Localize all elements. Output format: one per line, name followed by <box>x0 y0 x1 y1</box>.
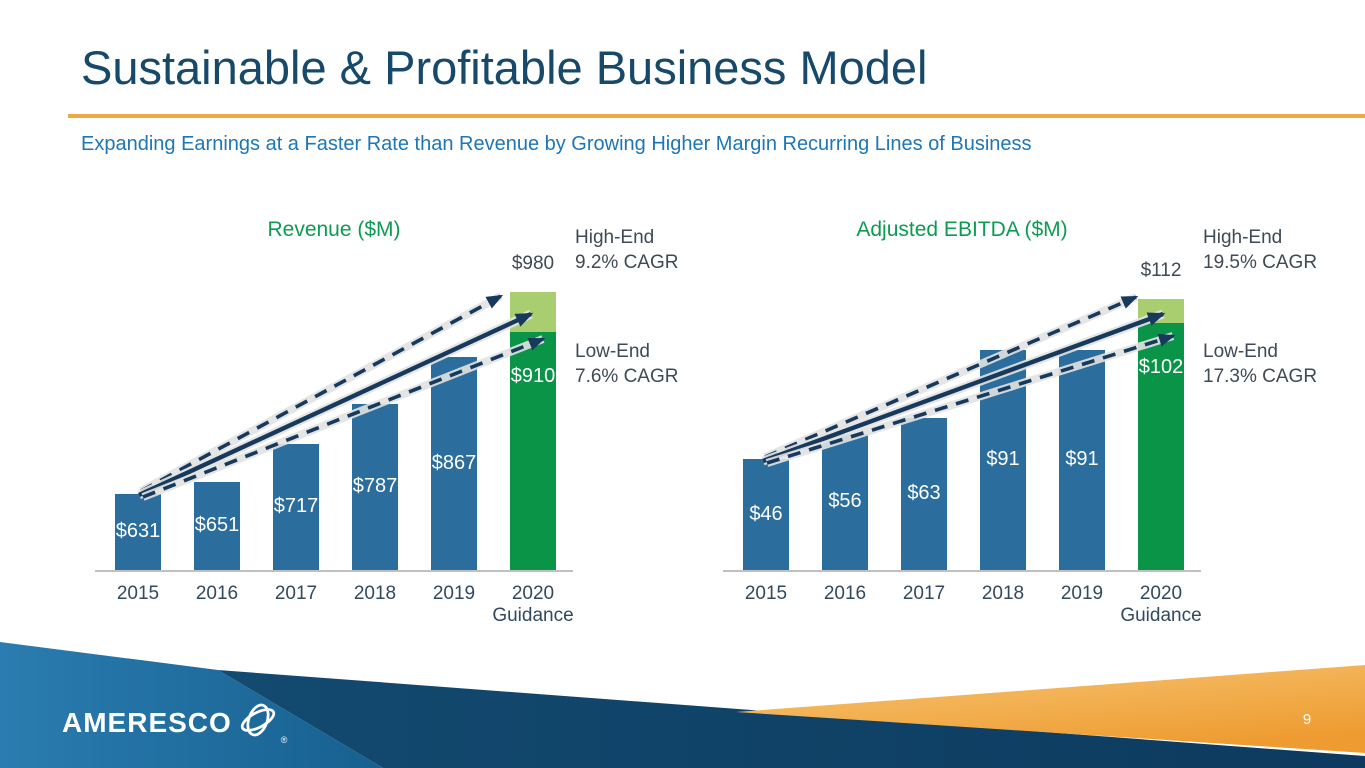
bar-value-label: $56 <box>828 490 862 512</box>
x-axis-label: 2019 <box>1060 583 1104 604</box>
guidance-bar-high-end-cap <box>1138 299 1184 323</box>
guidance-bar-high-end-cap <box>510 292 556 332</box>
x-axis-label: 2016 <box>195 583 239 604</box>
high-end-cagr: 9.2% CAGR <box>575 252 679 273</box>
guidance-low-value-label: $910 <box>510 365 556 387</box>
high-end-label: High-End <box>575 227 655 248</box>
x-axis-label: 2015 <box>744 583 788 604</box>
bar-value-label: $631 <box>115 520 161 542</box>
revenue-high-end-annotation: High-End 9.2% CAGR <box>575 225 690 275</box>
bar-value-label: $91 <box>986 448 1020 470</box>
low-end-label: Low-End <box>1203 341 1278 362</box>
low-end-cagr: 7.6% CAGR <box>575 366 679 387</box>
revenue-plot-area: $631 $651 $717 $787 $867 $910 $980 2015 2016 2017… <box>95 215 670 626</box>
footer-blue-wedge <box>0 642 383 768</box>
x-axis-label: 2018 <box>981 583 1025 604</box>
ebitda-chart-title: Adjusted EBITDA ($M) <box>856 218 1068 241</box>
guidance-high-value-label: $112 <box>1140 260 1182 281</box>
revenue-low-end-annotation: Low-End 7.6% CAGR <box>575 339 690 389</box>
guidance-high-value-label: $980 <box>511 253 555 274</box>
x-axis-label: 2018 <box>353 583 397 604</box>
low-end-label: Low-End <box>575 341 650 362</box>
bar-value-label: $717 <box>273 495 319 517</box>
x-axis-label: 2015 <box>116 583 160 604</box>
x-axis-label: 2020 Guidance <box>1120 583 1202 626</box>
x-axis-label: 2017 <box>902 583 946 604</box>
bar-value-label: $91 <box>1065 448 1099 470</box>
ebitda-chart: Adjusted EBITDA ($M) High-End 19.5% CAGR… <box>723 215 1317 626</box>
x-axis-line <box>723 570 1201 572</box>
footer: AMERESCO ® 9 <box>0 640 1365 768</box>
revenue-chart: Revenue ($M) High-End 9.2% CAGR Low-End … <box>95 215 678 626</box>
footer-decoration-shapes <box>0 642 1365 768</box>
bar-value-label: $867 <box>431 451 477 474</box>
low-end-cagr: 17.3% CAGR <box>1203 366 1318 387</box>
ameresco-logo: AMERESCO ® <box>62 698 287 747</box>
high-end-cagr: 19.5% CAGR <box>1203 252 1318 273</box>
ameresco-orbit-icon <box>236 698 280 747</box>
registered-trademark-symbol: ® <box>280 735 288 745</box>
ameresco-wordmark: AMERESCO <box>62 706 232 738</box>
footer-navy-wedge <box>218 670 1365 768</box>
page-number: 9 <box>1302 711 1312 728</box>
x-axis-label: 2020 Guidance <box>492 583 574 626</box>
bar-value-label: $46 <box>749 502 783 525</box>
footer-orange-wedge <box>736 665 1365 753</box>
bar-value-label: $787 <box>352 475 398 497</box>
slide-subtitle: Expanding Earnings at a Faster Rate than… <box>81 133 1032 155</box>
ebitda-plot-area: $46 $56 $63 $91 $91 $102 $112 2015 2016 2017 2018 2… <box>723 215 1298 626</box>
guidance-low-value-label: $102 <box>1138 356 1184 378</box>
x-axis-label: 2019 <box>432 583 476 604</box>
bar-value-label: $651 <box>194 514 240 536</box>
x-axis-line <box>95 570 573 572</box>
ebitda-high-end-annotation: High-End 19.5% CAGR <box>1203 225 1318 275</box>
high-end-label: High-End <box>1203 227 1283 248</box>
title-divider-rule <box>68 114 1365 118</box>
slide-title: Sustainable & Profitable Business Model <box>81 41 928 94</box>
revenue-chart-title: Revenue ($M) <box>267 218 401 241</box>
bar-2015 <box>743 459 789 570</box>
bar-value-label: $63 <box>907 482 941 504</box>
bar-2015 <box>115 494 161 570</box>
ebitda-low-end-annotation: Low-End 17.3% CAGR <box>1203 339 1318 389</box>
x-axis-label: 2016 <box>823 583 867 604</box>
x-axis-label: 2017 <box>274 583 318 604</box>
